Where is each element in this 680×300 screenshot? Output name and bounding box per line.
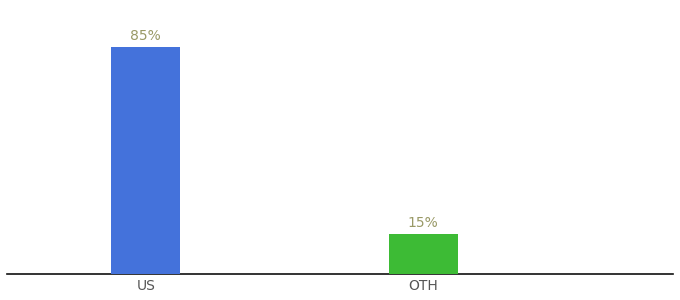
Text: 15%: 15% <box>408 215 439 230</box>
Text: 85%: 85% <box>131 29 161 43</box>
Bar <box>111 47 180 274</box>
Bar <box>388 233 458 274</box>
